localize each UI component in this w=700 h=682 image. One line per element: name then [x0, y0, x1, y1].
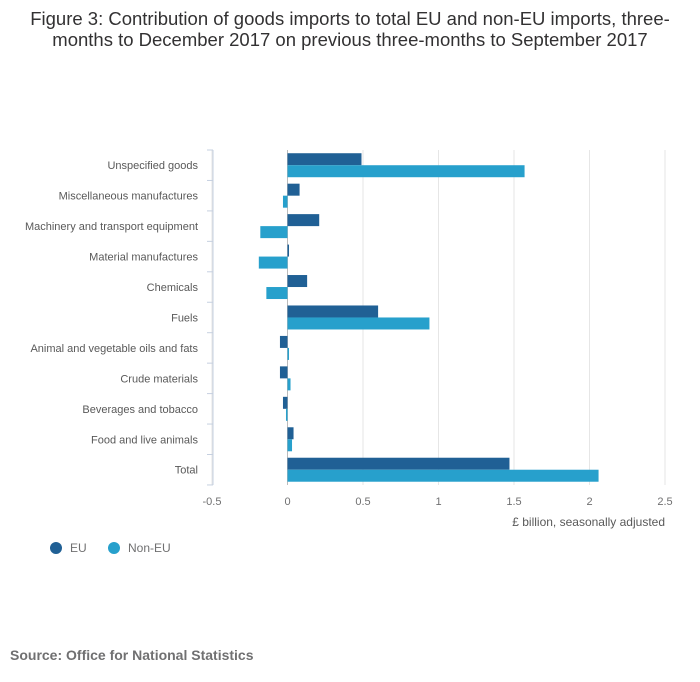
bar-non-eu: [287, 469, 599, 482]
y-tick-label: Unspecified goods: [107, 160, 198, 172]
bar-eu: [282, 396, 288, 409]
bar-eu: [287, 275, 308, 288]
bar-eu: [287, 427, 294, 440]
bar-eu: [287, 457, 510, 470]
y-tick-label: Food and live animals: [91, 434, 199, 446]
bar-non-eu: [287, 439, 293, 452]
bar-non-eu: [287, 347, 290, 360]
bar-non-eu: [287, 378, 291, 391]
x-tick-label: 1: [435, 496, 441, 508]
bar-non-eu: [287, 317, 430, 330]
legend-label: Non-EU: [128, 541, 171, 555]
x-axis-label: £ billion, seasonally adjusted: [512, 515, 665, 529]
legend-swatch-non-eu: [108, 542, 120, 554]
bar-chart: -0.5 0 0.5 1 1.5 2 2.5 Unspecified goods Miscell…: [25, 149, 673, 529]
legend-item-eu: EU: [50, 541, 87, 555]
x-tick-label: 1.5: [506, 496, 521, 508]
bar-non-eu: [258, 256, 288, 269]
bar-eu: [279, 335, 288, 348]
chart-title: Figure 3: Contribution of goods imports …: [30, 8, 670, 50]
x-tick-label: 2.5: [657, 496, 672, 508]
y-tick-label: Miscellaneous manufactures: [59, 191, 199, 203]
bar-eu: [287, 183, 300, 196]
y-tick-label: Fuels: [171, 312, 198, 324]
legend-swatch-eu: [50, 542, 62, 554]
y-tick-label: Material manufactures: [89, 252, 198, 264]
x-tick-label: 0.5: [355, 496, 370, 508]
bar-non-eu: [287, 165, 525, 178]
y-tick-label: Total: [175, 465, 198, 477]
y-tick-label: Machinery and transport equipment: [25, 221, 198, 233]
bar-eu: [287, 244, 290, 257]
x-tick-label: -0.5: [203, 496, 222, 508]
bar-non-eu: [282, 195, 288, 208]
x-tick-label: 0: [284, 496, 290, 508]
bar-non-eu: [266, 287, 288, 300]
bar-eu: [279, 366, 288, 379]
bar-eu: [287, 214, 320, 227]
source-note: Source: Office for National Statistics: [10, 647, 254, 663]
bar-non-eu: [260, 226, 288, 239]
legend-label: EU: [70, 541, 87, 555]
bar-non-eu: [285, 408, 288, 421]
y-tick-label: Crude materials: [120, 373, 198, 385]
y-tick-label: Chemicals: [147, 282, 199, 294]
y-tick-label: Animal and vegetable oils and fats: [30, 343, 198, 355]
legend-item-non-eu: Non-EU: [108, 541, 171, 555]
x-tick-label: 2: [586, 496, 592, 508]
bar-eu: [287, 305, 379, 318]
bar-eu: [287, 153, 362, 166]
y-tick-label: Beverages and tobacco: [82, 404, 198, 416]
